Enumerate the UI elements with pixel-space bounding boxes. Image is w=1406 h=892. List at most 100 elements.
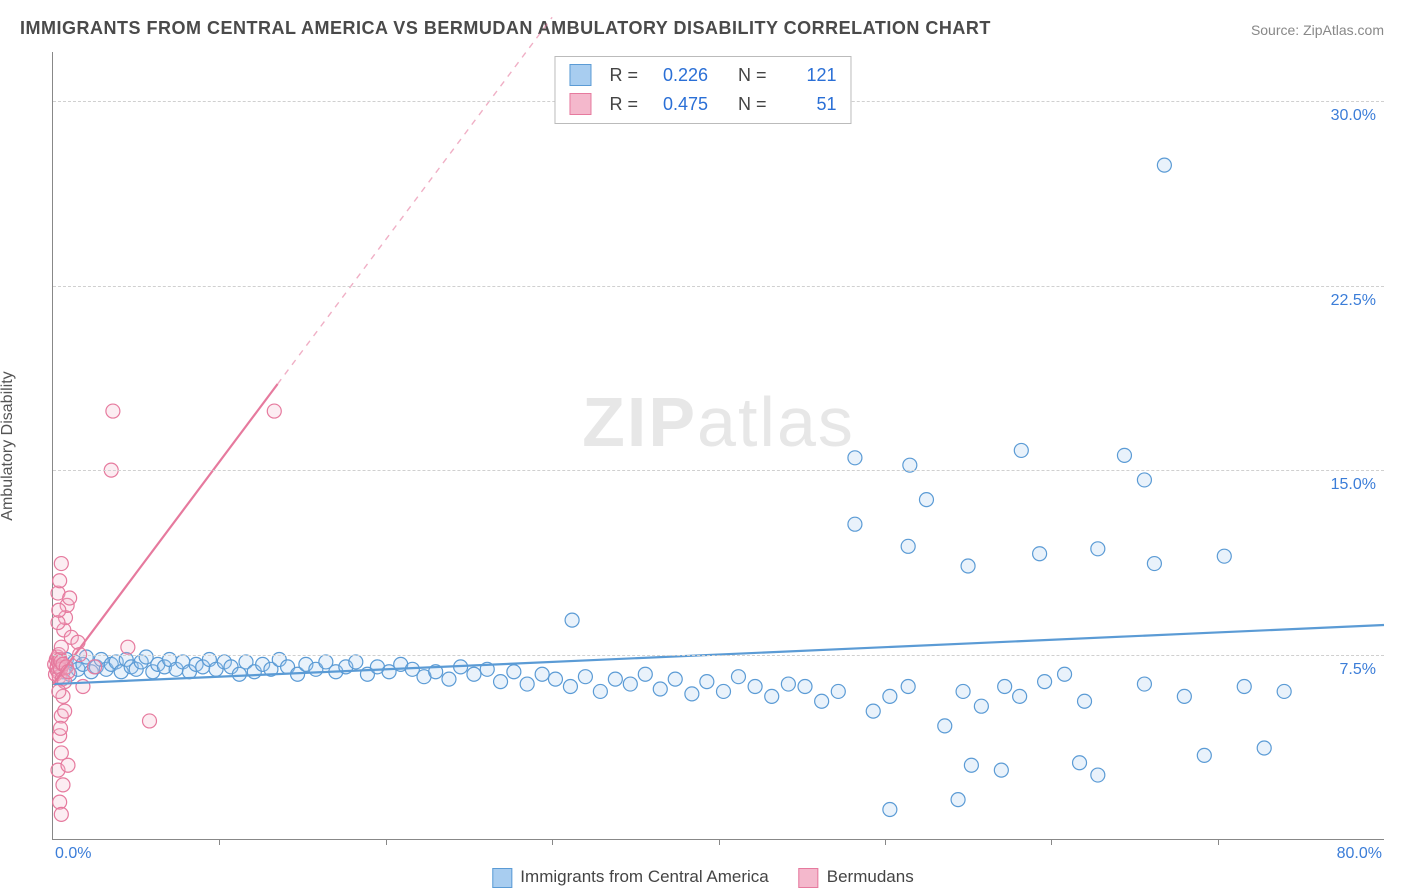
data-point — [1237, 680, 1251, 694]
legend-label: Immigrants from Central America — [520, 867, 768, 886]
source-attribution: Source: ZipAtlas.com — [1251, 22, 1384, 38]
data-point — [535, 667, 549, 681]
legend-item: Immigrants from Central America — [492, 867, 768, 888]
data-point — [52, 684, 66, 698]
data-point — [1073, 756, 1087, 770]
x-origin-label: 0.0% — [55, 845, 91, 863]
data-point — [938, 719, 952, 733]
r-value: 0.475 — [648, 90, 708, 119]
data-point — [53, 574, 67, 588]
data-point — [731, 670, 745, 684]
r-value: 0.226 — [648, 61, 708, 90]
data-point — [578, 670, 592, 684]
data-point — [1014, 443, 1028, 457]
legend-item: Bermudans — [799, 867, 914, 888]
data-point — [866, 704, 880, 718]
data-point — [63, 591, 77, 605]
data-point — [998, 680, 1012, 694]
data-point — [1257, 741, 1271, 755]
data-point — [1137, 473, 1151, 487]
data-point — [883, 689, 897, 703]
data-point — [1147, 557, 1161, 571]
plot-area: ZIPatlas 0.0% 80.0% 7.5%15.0%22.5%30.0% — [52, 52, 1384, 840]
data-point — [961, 559, 975, 573]
y-tick-label: 22.5% — [1331, 292, 1376, 310]
x-tick — [219, 839, 220, 845]
n-value: 121 — [777, 61, 837, 90]
data-point — [848, 517, 862, 531]
gridline — [53, 655, 1384, 656]
data-point — [1137, 677, 1151, 691]
data-point — [1038, 675, 1052, 689]
data-point — [442, 672, 456, 686]
data-point — [798, 680, 812, 694]
gridline — [53, 286, 1384, 287]
data-point — [1013, 689, 1027, 703]
data-point — [685, 687, 699, 701]
data-point — [565, 613, 579, 627]
x-tick — [1051, 839, 1052, 845]
n-label: N = — [738, 90, 767, 119]
r-label: R = — [609, 90, 638, 119]
data-point — [815, 694, 829, 708]
legend-label: Bermudans — [827, 867, 914, 886]
data-point — [700, 675, 714, 689]
trend-line-dashed — [278, 17, 553, 384]
data-point — [901, 539, 915, 553]
data-point — [716, 684, 730, 698]
data-point — [1177, 689, 1191, 703]
data-point — [232, 667, 246, 681]
data-point — [520, 677, 534, 691]
data-point — [994, 763, 1008, 777]
data-point — [956, 684, 970, 698]
r-label: R = — [609, 61, 638, 90]
x-tick — [552, 839, 553, 845]
data-point — [53, 721, 67, 735]
data-point — [1117, 448, 1131, 462]
data-point — [1058, 667, 1072, 681]
data-point — [901, 680, 915, 694]
data-point — [668, 672, 682, 686]
data-point — [848, 451, 862, 465]
data-point — [106, 404, 120, 418]
legend-swatch — [492, 868, 512, 888]
data-point — [883, 802, 897, 816]
y-tick-label: 15.0% — [1331, 476, 1376, 494]
data-point — [593, 684, 607, 698]
legend-swatch — [799, 868, 819, 888]
data-point — [61, 758, 75, 772]
chart-container: IMMIGRANTS FROM CENTRAL AMERICA VS BERMU… — [0, 0, 1406, 892]
legend-swatch — [569, 64, 591, 86]
x-max-label: 80.0% — [1337, 845, 1382, 863]
data-point — [1277, 684, 1291, 698]
x-tick — [885, 839, 886, 845]
data-point — [1091, 542, 1105, 556]
data-point — [58, 704, 72, 718]
gridline — [53, 470, 1384, 471]
data-point — [951, 793, 965, 807]
trend-line — [53, 384, 278, 684]
data-point — [653, 682, 667, 696]
x-tick — [386, 839, 387, 845]
y-axis-label: Ambulatory Disability — [0, 371, 17, 520]
data-point — [748, 680, 762, 694]
data-point — [121, 640, 135, 654]
data-point — [56, 778, 70, 792]
data-point — [919, 493, 933, 507]
data-point — [52, 603, 66, 617]
stats-row: R = 0.475 N = 51 — [569, 90, 836, 119]
data-point — [974, 699, 988, 713]
chart-title: IMMIGRANTS FROM CENTRAL AMERICA VS BERMU… — [20, 18, 991, 39]
data-point — [765, 689, 779, 703]
n-value: 51 — [777, 90, 837, 119]
data-point — [1157, 158, 1171, 172]
data-point — [267, 404, 281, 418]
data-point — [1217, 549, 1231, 563]
data-point — [349, 655, 363, 669]
data-point — [638, 667, 652, 681]
x-tick — [719, 839, 720, 845]
data-point — [54, 807, 68, 821]
chart-svg — [53, 52, 1384, 839]
stats-legend-box: R = 0.226 N = 121R = 0.475 N = 51 — [554, 56, 851, 124]
data-point — [781, 677, 795, 691]
